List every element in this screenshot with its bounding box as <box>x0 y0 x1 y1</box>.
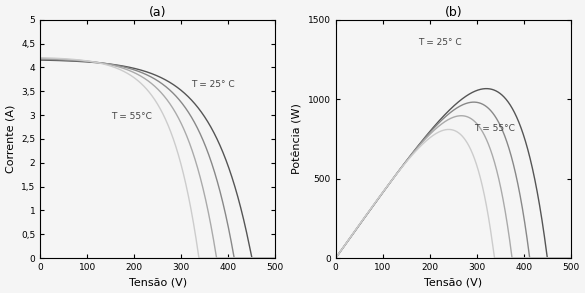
Title: (b): (b) <box>445 6 462 18</box>
Y-axis label: Corrente (A): Corrente (A) <box>5 105 16 173</box>
Text: T = 55°C: T = 55°C <box>111 112 152 121</box>
X-axis label: Tensão (V): Tensão (V) <box>129 277 187 287</box>
Title: (a): (a) <box>149 6 167 18</box>
Text: T = 25° C: T = 25° C <box>418 38 462 47</box>
Text: T = 25° C: T = 25° C <box>191 80 235 89</box>
Text: T = 55°C: T = 55°C <box>474 124 515 133</box>
Y-axis label: Potência (W): Potência (W) <box>292 103 302 174</box>
X-axis label: Tensão (V): Tensão (V) <box>424 277 482 287</box>
